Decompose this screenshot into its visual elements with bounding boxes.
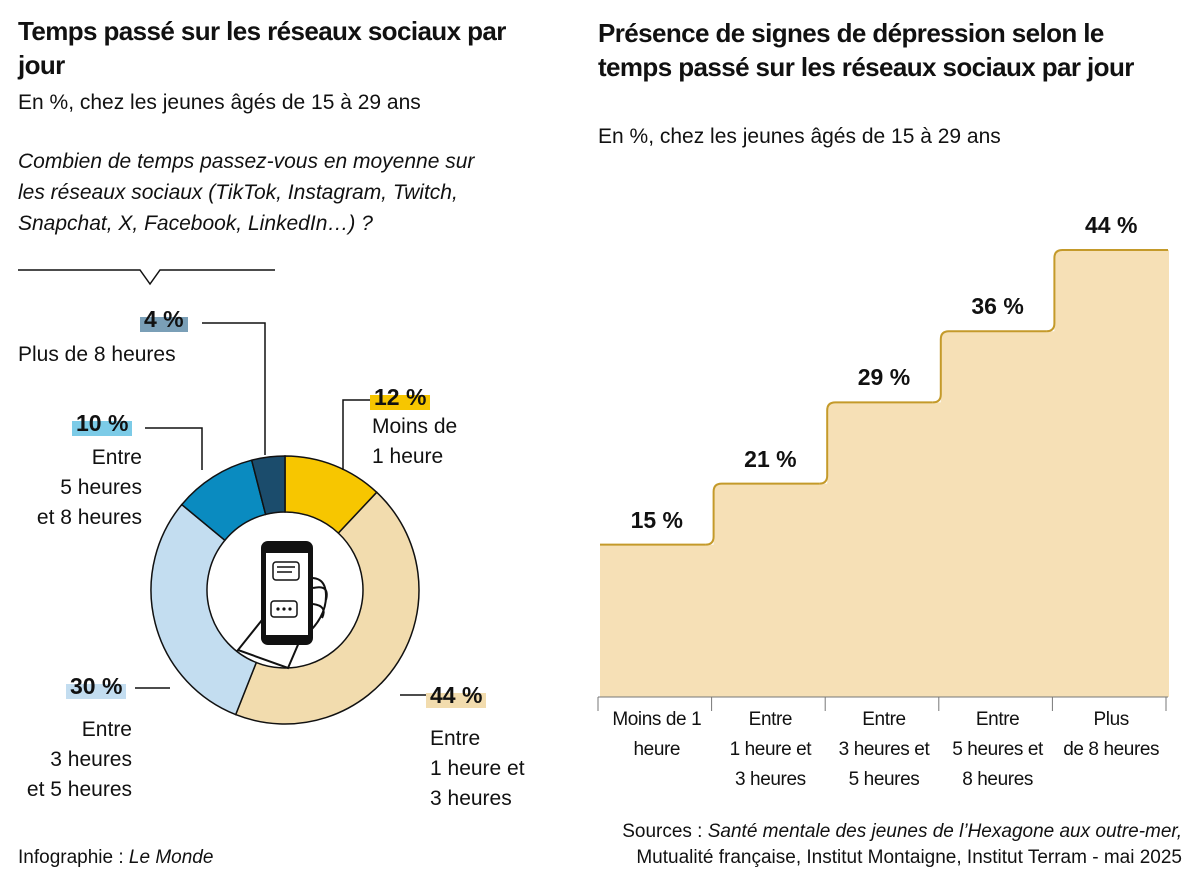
step-column xyxy=(600,544,715,697)
category-label: Entre 5 heures et 8 heures xyxy=(952,709,1043,790)
question-pointer xyxy=(18,269,275,286)
leader-line xyxy=(145,427,203,470)
value-label: 21 % xyxy=(744,445,797,472)
value-label: 12 % xyxy=(370,384,431,410)
category-label: Entre 5 heures et 8 heures xyxy=(36,446,142,529)
leader-line xyxy=(342,399,372,470)
step-column xyxy=(940,331,1056,697)
donut-slice xyxy=(250,455,286,516)
step-edge xyxy=(705,482,820,546)
value-label: 44 % xyxy=(1084,211,1138,238)
credit-outlet: Le Monde xyxy=(128,847,214,868)
step-edge xyxy=(932,330,1047,404)
step-edge xyxy=(819,401,933,485)
step-column xyxy=(713,483,829,697)
donut-slice xyxy=(150,503,258,716)
category-label: Entre 1 heure et 3 heures xyxy=(729,709,812,790)
sources: Sources : Santé mentale des jeunes de l’… xyxy=(622,819,1182,871)
question: Combien de temps passez-vous en moyenne … xyxy=(18,150,475,235)
title: Temps passé sur les réseaux sociaux par … xyxy=(18,16,506,80)
value-label: 10 % xyxy=(72,410,133,436)
donut-slice xyxy=(234,491,420,725)
step-chart xyxy=(597,248,1169,711)
credit-label: Infographie : xyxy=(18,847,124,868)
sources-title: Santé mentale des jeunes de l’Hexagone a… xyxy=(707,821,1182,842)
category-label: Entre 1 heure et 3 heures xyxy=(430,727,525,810)
subtitle: En %, chez les jeunes âgés de 15 à 29 an… xyxy=(598,125,1001,148)
value-label: 4 % xyxy=(140,306,188,332)
sources-label: Sources : xyxy=(622,821,703,842)
value-label: 15 % xyxy=(630,506,684,533)
category-label: Plus de 8 heures xyxy=(1063,709,1160,760)
sources-rest: Mutualité française, Institut Montaigne,… xyxy=(636,847,1182,868)
value-label: 36 % xyxy=(971,293,1024,320)
step-column xyxy=(1054,249,1169,697)
phone-icon xyxy=(236,541,328,670)
category-label: Plus de 8 heures xyxy=(18,343,176,366)
category-label: Entre 3 heures et 5 heures xyxy=(26,718,132,801)
step-edge xyxy=(1046,248,1168,333)
value-label: 29 % xyxy=(857,364,911,391)
subtitle: En %, chez les jeunes âgés de 15 à 29 an… xyxy=(18,91,421,114)
category-label: Moins de 1 heure xyxy=(612,709,702,760)
category-label: Moins de 1 heure xyxy=(372,415,458,468)
leader-line xyxy=(202,322,266,455)
step-column xyxy=(827,402,942,697)
title: Présence de signes de dépression selon l… xyxy=(598,18,1134,82)
category-label: Entre 3 heures et 5 heures xyxy=(838,709,930,790)
credit: Infographie : Le Monde xyxy=(18,845,213,871)
value-label: 30 % xyxy=(66,673,127,699)
value-label: 44 % xyxy=(426,682,487,708)
